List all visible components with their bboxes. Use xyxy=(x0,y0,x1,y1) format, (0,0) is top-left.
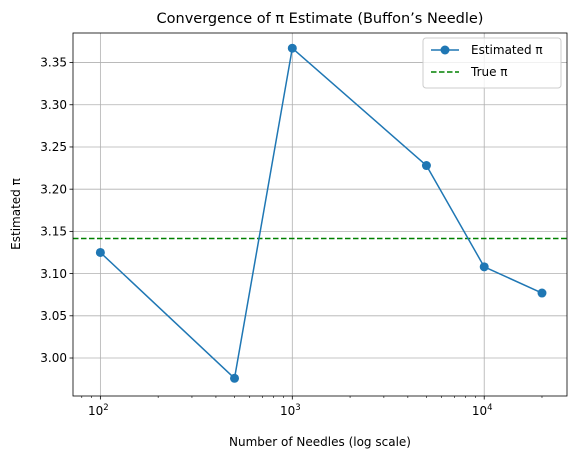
x-tick-label: 102 xyxy=(88,403,109,418)
y-tick-label: 3.30 xyxy=(40,98,67,112)
legend-true-pi-label: True π xyxy=(470,65,508,79)
x-axis-ticks: 102 103 104 xyxy=(81,396,543,418)
x-tick-label: 104 xyxy=(472,403,493,418)
y-tick-label: 3.00 xyxy=(40,351,67,365)
y-tick-label: 3.10 xyxy=(40,267,67,281)
estimated-pi-line xyxy=(99,47,543,380)
data-point xyxy=(537,288,547,298)
data-point xyxy=(479,262,489,272)
data-point xyxy=(230,373,240,383)
legend: Estimated π True π xyxy=(422,37,562,89)
y-tick-label: 3.20 xyxy=(40,182,67,196)
y-axis-ticks: 3.00 3.05 3.10 3.15 3.20 3.25 3.30 3.35 xyxy=(40,56,73,365)
x-tick-label: 103 xyxy=(280,403,301,418)
legend-estimated-label: Estimated π xyxy=(471,43,543,57)
y-tick-label: 3.05 xyxy=(40,309,67,323)
data-point xyxy=(95,247,105,257)
chart-title: Convergence of π Estimate (Buffon’s Need… xyxy=(157,11,484,27)
data-point xyxy=(287,43,297,53)
x-axis-label: Number of Needles (log scale) xyxy=(229,435,411,449)
data-point xyxy=(421,161,431,171)
y-axis-label: Estimated π xyxy=(9,178,23,250)
legend-estimated-marker xyxy=(440,45,450,55)
y-tick-label: 3.35 xyxy=(40,56,67,70)
y-tick-label: 3.25 xyxy=(40,140,67,154)
plot-area xyxy=(72,32,568,397)
y-tick-label: 3.15 xyxy=(40,225,67,239)
grid xyxy=(73,33,567,396)
series xyxy=(95,43,547,383)
